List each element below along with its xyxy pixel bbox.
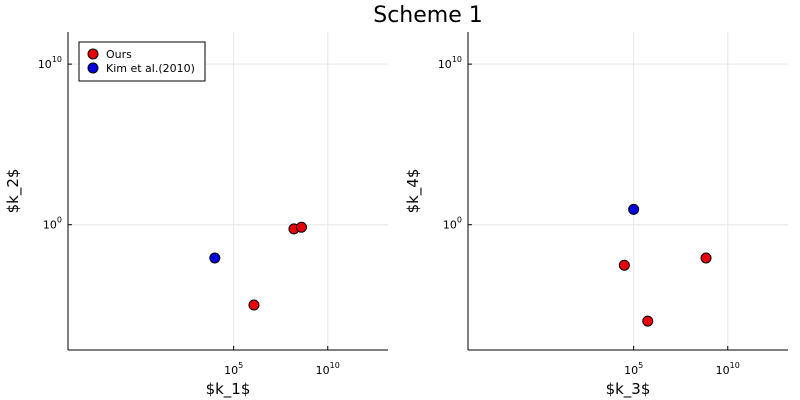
y-tick-label: 1010: [438, 55, 462, 71]
data-point-ours: [642, 315, 654, 327]
y-tick-label: 1010: [38, 55, 62, 71]
legend-marker-ours: [87, 48, 99, 60]
x-tick-label: 1010: [716, 361, 740, 377]
data-point-ours: [295, 221, 307, 233]
data-point-kim-et-al-2010: [628, 203, 640, 215]
figure-title: Scheme 1: [373, 3, 483, 28]
right-plot: 105 1010 100 1010 $k_3$ $k_4$: [404, 32, 788, 399]
x-axis-label: $k_1$: [206, 380, 251, 399]
y-axis-label: $k_4$: [404, 169, 423, 214]
data-point-kim-et-al-2010: [209, 252, 221, 264]
y-tick-label: 100: [443, 216, 462, 232]
y-axis-label: $k_2$: [4, 169, 23, 214]
legend-box: [78, 41, 206, 82]
legend-marker-kim-et-al-2010: [87, 62, 99, 74]
x-tick-label: 105: [624, 361, 643, 377]
x-tick-label: 1010: [316, 361, 340, 377]
x-tick-label: 105: [224, 361, 243, 377]
x-axis-label: $k_3$: [606, 380, 651, 399]
data-point-ours: [700, 252, 712, 264]
legend-label-ours: Ours: [106, 48, 132, 61]
data-point-ours: [618, 259, 630, 271]
y-tick-label: 100: [43, 216, 62, 232]
data-point-ours: [248, 299, 260, 311]
legend-label-kim-et-al-2010: Kim et al.(2010): [106, 62, 195, 75]
